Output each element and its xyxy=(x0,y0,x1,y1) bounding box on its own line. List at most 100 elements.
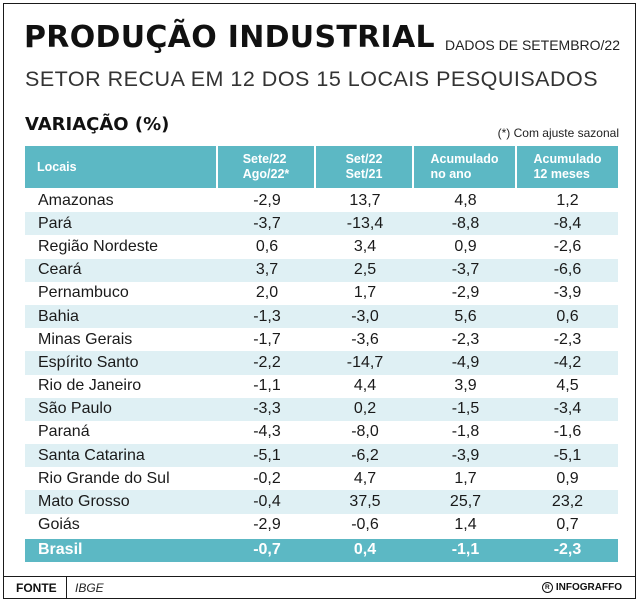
row-value: 0,9 xyxy=(556,469,579,487)
row-value: 3,7 xyxy=(255,261,279,279)
row-value: -2,9 xyxy=(451,284,480,302)
row-value: -3,6 xyxy=(351,330,379,348)
table-row: Ceará 3,7 2,5 -3,7 -6,6 xyxy=(25,258,618,282)
row-value: 25,7 xyxy=(449,493,482,511)
row-value: -2,3 xyxy=(553,330,582,348)
total-label: Brasil xyxy=(38,541,83,559)
row-value: -3,9 xyxy=(553,284,582,302)
row-value: 1,4 xyxy=(454,516,477,534)
row-location: Região Nordeste xyxy=(38,237,159,255)
brand-name: INFOGRAFFO xyxy=(555,582,622,593)
table-row: Santa Catarina -5,1 -6,2 -3,9 -5,1 xyxy=(25,444,618,468)
row-value: 4,5 xyxy=(556,377,579,395)
data-reference: DADOS DE SETEMBRO/22 xyxy=(444,37,620,53)
section-heading: VARIAÇÃO (%) xyxy=(25,114,170,135)
row-value: -3,7 xyxy=(451,261,480,279)
row-value: -8,0 xyxy=(351,423,379,441)
row-value: -14,7 xyxy=(346,353,384,371)
row-value: -5,1 xyxy=(553,446,582,464)
row-value: -3,4 xyxy=(553,400,582,418)
row-value: -1,7 xyxy=(253,330,281,348)
total-value: -2,3 xyxy=(553,541,582,559)
row-value: -2,6 xyxy=(553,237,582,255)
row-location: Paraná xyxy=(38,423,90,441)
total-value: 0,4 xyxy=(353,541,377,559)
row-location: Espírito Santo xyxy=(38,353,139,371)
row-value: 0,9 xyxy=(454,237,477,255)
source-label: FONTE xyxy=(16,581,57,595)
row-location: Goiás xyxy=(38,516,80,534)
row-value: -8,8 xyxy=(451,214,480,232)
column-header-sete-ago: Sete/22 Ago/22* xyxy=(218,146,316,188)
row-value: -0,4 xyxy=(253,493,281,511)
table-row: Amazonas -2,9 13,7 4,8 1,2 xyxy=(25,189,618,212)
row-value: 3,4 xyxy=(353,237,377,255)
row-value: -6,6 xyxy=(553,261,582,279)
row-value: 0,7 xyxy=(556,516,579,534)
row-value: -0,6 xyxy=(351,516,379,534)
table-header: Locais Sete/22 Ago/22* Set/22 Set/21 Acumu… xyxy=(25,146,618,188)
row-value: -2,9 xyxy=(253,516,281,534)
row-location: Bahia xyxy=(38,307,79,325)
total-value: -0,7 xyxy=(253,541,281,559)
row-value: 0,6 xyxy=(556,307,579,325)
row-value: -3,7 xyxy=(253,214,281,232)
table-row: Minas Gerais -1,7 -3,6 -2,3 -2,3 xyxy=(25,328,618,351)
row-value: -8,4 xyxy=(553,214,582,232)
row-value: 23,2 xyxy=(551,493,584,511)
row-value: 0,2 xyxy=(353,400,377,418)
row-value: -1,8 xyxy=(451,423,480,441)
row-location: Pernambuco xyxy=(38,284,129,302)
table-total-row: Brasil -0,7 0,4 -1,1 -2,3 xyxy=(25,538,618,562)
row-location: São Paulo xyxy=(38,400,112,418)
row-value: -5,1 xyxy=(253,446,281,464)
row-value: -4,2 xyxy=(553,353,582,371)
table-row: Mato Grosso -0,4 37,5 25,7 23,2 xyxy=(25,490,618,514)
row-value: -3,0 xyxy=(351,307,379,325)
row-value: -3,9 xyxy=(451,446,480,464)
row-value: -3,3 xyxy=(253,400,281,418)
page-title: PRODUÇÃO INDUSTRIAL xyxy=(24,20,435,55)
column-header-acumulado-ano: Acumulado no ano xyxy=(414,146,517,188)
row-value: -4,9 xyxy=(451,353,480,371)
row-location: Amazonas xyxy=(38,191,114,209)
row-value: 4,7 xyxy=(353,469,377,487)
row-value: -6,2 xyxy=(351,446,379,464)
table-row: São Paulo -3,3 0,2 -1,5 -3,4 xyxy=(25,397,618,421)
row-value: 1,7 xyxy=(454,469,477,487)
row-value: 4,8 xyxy=(454,191,477,209)
column-header-acumulado-12m: Acumulado 12 meses xyxy=(517,146,618,188)
row-value: 37,5 xyxy=(349,493,381,511)
table-row: Rio Grande do Sul -0,2 4,7 1,7 0,9 xyxy=(25,467,618,490)
row-value: -1,6 xyxy=(553,423,582,441)
table-row: Paraná -4,3 -8,0 -1,8 -1,6 xyxy=(25,421,618,444)
row-value: 1,7 xyxy=(353,284,377,302)
row-value: -4,3 xyxy=(253,423,281,441)
table-body: Amazonas -2,9 13,7 4,8 1,2 Pará -3,7 -13,4 -8,8 -… xyxy=(25,189,618,537)
row-value: -1,3 xyxy=(253,307,281,325)
row-value: -1,1 xyxy=(253,377,281,395)
row-value: 4,4 xyxy=(353,377,377,395)
data-table: Locais Sete/22 Ago/22* Set/22 Set/21 Acumu… xyxy=(25,146,618,562)
row-value: -0,2 xyxy=(253,469,281,487)
footer: FONTE IBGE R INFOGRAFFO xyxy=(3,576,636,599)
subtitle: SETOR RECUA EM 12 DOS 15 LOCAIS PESQUISA… xyxy=(25,67,599,91)
table-row: Goiás -2,9 -0,6 1,4 0,7 xyxy=(25,514,618,537)
table-row: Região Nordeste 0,6 3,4 0,9 -2,6 xyxy=(25,235,618,258)
table-row: Rio de Janeiro -1,1 4,4 3,9 4,5 xyxy=(25,375,618,398)
row-location: Minas Gerais xyxy=(38,330,133,348)
row-value: 5,6 xyxy=(454,307,477,325)
row-location: Santa Catarina xyxy=(38,446,145,464)
row-value: 0,6 xyxy=(255,237,279,255)
infographic-frame xyxy=(3,3,636,599)
row-value: 3,9 xyxy=(454,377,477,395)
seasonal-note: (*) Com ajuste sazonal xyxy=(497,126,619,140)
row-value: 13,7 xyxy=(349,191,381,209)
brand-logo: R INFOGRAFFO xyxy=(541,582,622,593)
row-value: -2,2 xyxy=(253,353,281,371)
column-header-set-set: Set/22 Set/21 xyxy=(316,146,414,188)
registered-icon: R xyxy=(541,582,553,593)
footer-divider xyxy=(66,577,67,599)
row-location: Rio de Janeiro xyxy=(38,377,142,395)
table-row: Pernambuco 2,0 1,7 -2,9 -3,9 xyxy=(25,282,618,305)
